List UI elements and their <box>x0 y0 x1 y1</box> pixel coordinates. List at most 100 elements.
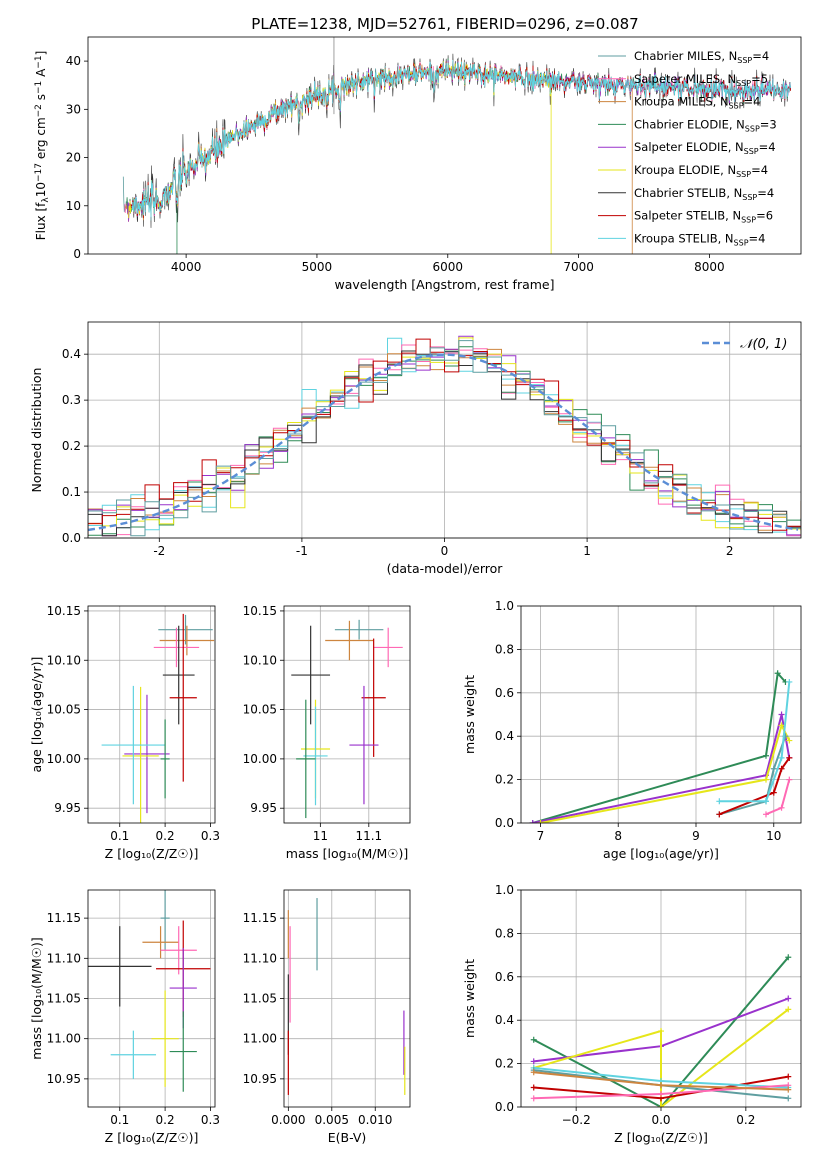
x-axis-label: Z [log₁₀(Z/Z☉)] <box>105 846 199 861</box>
y-tick-label: 0.0 <box>495 1100 514 1114</box>
x-tick-label: -1 <box>296 544 308 558</box>
spectrum-legend: Chabrier MILES, NSSP=4 Salpeter MILES, NS… <box>598 49 777 247</box>
plot-area <box>101 613 215 823</box>
marker-plus <box>785 1006 792 1013</box>
y-tick-label: 9.95 <box>54 801 81 815</box>
errorbar-point <box>325 620 374 661</box>
x-tick-label: 0.2 <box>156 1113 175 1127</box>
y-tick-label: 10.05 <box>47 703 81 717</box>
legend-label: Kroupa STELIB, NSSP=4 <box>634 231 765 247</box>
x-tick-label: 8000 <box>694 260 725 274</box>
errorbar-point <box>142 926 179 959</box>
mass-weight-vs-Z-chart: −0.2 0.0 0.2 0.0 0.2 0.4 0.6 0.8 1.0 Z [log₁₀(Z/Z… <box>462 883 802 1145</box>
mass-weight-series-line <box>533 956 790 1107</box>
x-tick-label: 0.3 <box>201 1113 220 1127</box>
errorbar-point <box>334 619 384 640</box>
y-tick-label: 0.2 <box>495 773 514 787</box>
x-tick-label: 0.010 <box>358 1113 392 1127</box>
y-tick-label: 0.4 <box>495 1013 514 1027</box>
spectrum-series-line <box>128 61 552 254</box>
mass-weight-series-line <box>533 1008 789 1107</box>
errorbar-point <box>101 685 166 805</box>
spectrum-series-line <box>131 59 791 218</box>
marker-plus <box>778 754 785 761</box>
x-tick-label: 10 <box>766 829 781 843</box>
errorbar-point <box>303 706 328 806</box>
histogram-step-line <box>88 340 801 537</box>
errorbar-point <box>110 1030 157 1079</box>
marker-plus <box>763 752 769 759</box>
x-tick-label: 7 <box>537 829 545 843</box>
x-tick-label: 0.1 <box>110 1113 129 1127</box>
marker-plus <box>530 1069 537 1076</box>
x-tick-label: -2 <box>153 544 165 558</box>
plot-area <box>287 898 406 1095</box>
x-tick-label: 1 <box>583 544 591 558</box>
legend-label: Chabrier ELODIE, NSSP=3 <box>634 117 777 133</box>
x-tick-label: 0 <box>441 544 449 558</box>
x-axis-label: wavelength [Angstrom, rest frame] <box>334 277 554 292</box>
marker-plus <box>658 1104 664 1107</box>
errorbar-point <box>160 926 197 975</box>
marker-plus <box>785 995 792 1002</box>
errorbar-point <box>373 627 403 668</box>
y-tick-label: 0.8 <box>495 926 514 940</box>
x-tick-label: 0.0 <box>651 1113 670 1127</box>
y-tick-label: 10.15 <box>47 604 81 618</box>
y-tick-label: 10.95 <box>243 1072 277 1086</box>
mass-weight-series-line <box>532 671 787 823</box>
marker-plus <box>763 811 769 818</box>
x-tick-label: 0.2 <box>736 1113 755 1127</box>
marker-plus <box>778 711 785 718</box>
x-tick-label: 9 <box>692 829 700 843</box>
errorbar-point <box>122 686 159 823</box>
x-tick-label: −0.2 <box>562 1113 591 1127</box>
mass-weight-series-line <box>540 722 791 823</box>
axes-frame <box>520 605 802 824</box>
y-axis-label: mass weight <box>462 959 477 1038</box>
x-tick-label: 0.1 <box>110 829 129 843</box>
y-tick-label: 20 <box>66 151 81 165</box>
legend-label: Chabrier MILES, NSSP=4 <box>634 49 769 65</box>
y-axis-label: Normed distribution <box>29 368 44 493</box>
x-tick-label: 8 <box>614 829 622 843</box>
y-tick-label: 10.15 <box>243 604 277 618</box>
errorbar-point <box>158 614 213 645</box>
mass-vs-ebv-chart: 0.000 0.005 0.010 10.95 11.00 11.05 11.10 11.15… <box>243 889 411 1145</box>
y-tick-label: 10.00 <box>243 752 277 766</box>
y-tick-label: 11.10 <box>243 951 277 965</box>
spectrum-chart: 4000 5000 6000 7000 8000 0 10 20 30 40 wavelength … <box>34 36 802 292</box>
mass-weight-series-line <box>718 757 791 816</box>
mass-vs-Z-chart: 0.1 0.2 0.3 10.95 11.00 11.05 11.10 11.15 Z [log… <box>29 889 220 1145</box>
y-tick-label: 0.1 <box>62 485 81 499</box>
x-axis-label: Z [log₁₀(Z/Z☉)] <box>105 1130 199 1145</box>
normal-reference-curve <box>88 353 799 532</box>
y-tick-label: 1.0 <box>495 599 514 613</box>
marker-plus <box>716 798 723 805</box>
spectrum-series-line <box>126 58 791 254</box>
y-tick-label: 0.6 <box>495 686 514 700</box>
y-tick-label: 0.8 <box>495 642 514 656</box>
marker-plus <box>774 670 781 677</box>
marker-plus <box>785 1095 792 1102</box>
marker-plus <box>786 737 793 744</box>
errorbar-point <box>296 699 316 819</box>
legend-label: Salpeter STELIB, NSSP=6 <box>634 209 773 225</box>
marker-plus <box>716 811 723 818</box>
y-tick-label: 10.05 <box>243 703 277 717</box>
errorbar-point <box>349 685 379 805</box>
marker-plus <box>763 776 769 783</box>
plot-area <box>88 890 211 1092</box>
marker-plus <box>530 1036 537 1043</box>
y-tick-label: 0.3 <box>62 393 81 407</box>
errorbar-point <box>169 1011 197 1092</box>
errorbar-point <box>159 625 215 656</box>
y-tick-label: 0.4 <box>62 347 81 361</box>
legend-label: Salpeter ELODIE, NSSP=4 <box>634 140 776 156</box>
x-axis-label: Z [log₁₀(Z/Z☉)] <box>614 1130 708 1145</box>
y-tick-label: 11.05 <box>47 992 81 1006</box>
y-tick-label: 0.0 <box>62 531 81 545</box>
axes-frame <box>87 605 216 824</box>
y-tick-label: 10.10 <box>243 653 277 667</box>
